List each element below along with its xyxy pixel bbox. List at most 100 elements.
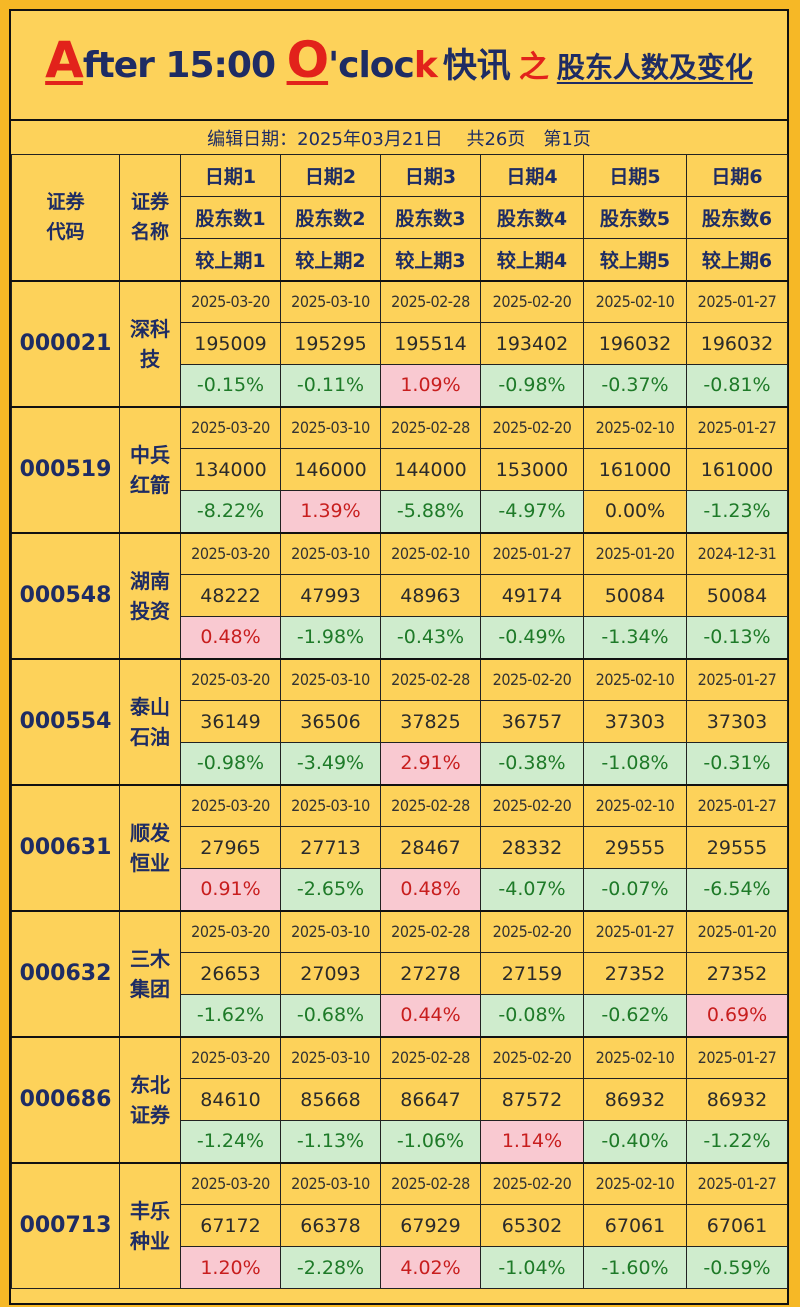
- change-percent: -0.43%: [380, 616, 481, 659]
- change-percent: -8.22%: [180, 490, 281, 533]
- holder-count: 48963: [380, 574, 481, 617]
- header-date: 日期3: [380, 154, 481, 197]
- header-holders: 股东数4: [480, 196, 584, 239]
- stock-code: 000554: [11, 657, 120, 785]
- header-change: 较上期6: [686, 238, 788, 281]
- stock-holders-row: 67172 66378 67929 65302 67061 67061: [12, 1204, 788, 1247]
- change-percent: -3.49%: [280, 742, 381, 785]
- stock-date-row: 000631 顺发 恒业 2025-03-20 2025-03-10 2025-02-2…: [11, 783, 788, 911]
- holder-count: 161000: [686, 448, 788, 491]
- change-percent: -0.13%: [686, 616, 788, 659]
- stock-code: 000548: [11, 531, 120, 659]
- report-date: 2025-03-20: [180, 657, 281, 701]
- holder-count: 50084: [583, 574, 687, 617]
- change-percent: -0.49%: [480, 616, 584, 659]
- change-percent: -1.23%: [686, 490, 788, 533]
- report-date: 2025-02-10: [583, 657, 687, 701]
- holder-count: 87572: [480, 1078, 584, 1121]
- change-percent: -0.40%: [583, 1120, 687, 1163]
- change-percent: -1.34%: [583, 616, 687, 659]
- stock-change-row: -0.15% -0.11% 1.09% -0.98% -0.37% -0.81%: [12, 364, 788, 407]
- holder-count: 86932: [686, 1078, 788, 1121]
- holder-count: 27965: [180, 826, 281, 869]
- holder-count: 67172: [180, 1204, 281, 1247]
- holder-count: 196032: [583, 322, 687, 365]
- stock-date-row: 000632 三木 集团 2025-03-20 2025-03-10 2025-02-2…: [11, 909, 788, 1037]
- holder-count: 48222: [180, 574, 281, 617]
- holder-count: 85668: [280, 1078, 381, 1121]
- stock-change-row: 1.20% -2.28% 4.02% -1.04% -1.60% -0.59%: [12, 1246, 788, 1289]
- holder-count: 27093: [280, 952, 381, 995]
- report-date: 2025-02-10: [583, 1035, 687, 1079]
- change-percent: 1.09%: [380, 364, 481, 407]
- stock-change-row: 0.48% -1.98% -0.43% -0.49% -1.34% -0.13%: [12, 616, 788, 659]
- change-percent: -0.68%: [280, 994, 381, 1037]
- holder-count: 36149: [180, 700, 281, 743]
- change-percent: -1.13%: [280, 1120, 381, 1163]
- report-date: 2025-02-10: [583, 783, 687, 827]
- report-date: 2025-01-27: [686, 783, 788, 827]
- title-letter-a: A: [45, 31, 84, 89]
- report-date: 2025-01-20: [686, 909, 788, 953]
- change-percent: 0.69%: [686, 994, 788, 1037]
- report-date: 2025-03-20: [180, 405, 281, 449]
- holder-count: 36757: [480, 700, 584, 743]
- stock-name: 泰山 石油: [119, 657, 181, 785]
- stock-change-row: -1.24% -1.13% -1.06% 1.14% -0.40% -1.22%: [12, 1120, 788, 1163]
- holder-count: 28467: [380, 826, 481, 869]
- title-letter-k: k: [413, 45, 438, 86]
- change-percent: -1.24%: [180, 1120, 281, 1163]
- report-date: 2025-03-20: [180, 279, 281, 323]
- title-clock: 'cloc: [328, 45, 415, 86]
- change-percent: 0.48%: [380, 868, 481, 911]
- report-date: 2025-02-10: [583, 1161, 687, 1205]
- report-date: 2025-03-10: [280, 405, 381, 449]
- holder-count: 196032: [686, 322, 788, 365]
- stock-code: 000631: [11, 783, 120, 911]
- header-holders: 股东数5: [583, 196, 687, 239]
- stock-code: 000632: [11, 909, 120, 1037]
- change-percent: -1.04%: [480, 1246, 584, 1289]
- change-percent: -2.65%: [280, 868, 381, 911]
- change-percent: 2.91%: [380, 742, 481, 785]
- holder-count: 146000: [280, 448, 381, 491]
- stock-code: 000686: [11, 1035, 120, 1163]
- holder-count: 65302: [480, 1204, 584, 1247]
- holder-count: 195009: [180, 322, 281, 365]
- stock-name-label: 东北 证券: [130, 1072, 170, 1127]
- change-percent: -0.31%: [686, 742, 788, 785]
- header-code-label: 证券 代码: [46, 191, 85, 244]
- holder-count: 36506: [280, 700, 381, 743]
- report-date: 2024-12-31: [686, 531, 788, 575]
- report-panel: After 15:00 O'clock 快讯之股东人数及变化 编辑日期：2025年…: [9, 9, 789, 1305]
- report-date: 2025-03-10: [280, 909, 381, 953]
- stock-date-row: 000548 湖南 投资 2025-03-20 2025-03-10 2025-02-1…: [11, 531, 788, 659]
- header-date: 日期4: [480, 154, 584, 197]
- change-percent: -0.07%: [583, 868, 687, 911]
- report-date: 2025-02-20: [480, 1035, 584, 1079]
- stock-name: 丰乐 种业: [119, 1161, 181, 1289]
- holder-count: 29555: [583, 826, 687, 869]
- title-letter-o: O: [286, 31, 330, 89]
- change-percent: -0.62%: [583, 994, 687, 1037]
- holder-count: 28332: [480, 826, 584, 869]
- holder-count: 84610: [180, 1078, 281, 1121]
- holder-count: 67929: [380, 1204, 481, 1247]
- report-date: 2025-01-27: [686, 405, 788, 449]
- stock-name-label: 中兵 红箭: [130, 442, 170, 497]
- page-title: After 15:00 O'clock 快讯之股东人数及变化: [11, 31, 787, 89]
- stock-holders-row: 134000 146000 144000 153000 161000 161000: [12, 448, 788, 491]
- change-percent: -0.37%: [583, 364, 687, 407]
- report-date: 2025-02-28: [380, 909, 481, 953]
- holder-count: 37825: [380, 700, 481, 743]
- stock-code: 000021: [11, 279, 120, 407]
- stock-change-row: -8.22% 1.39% -5.88% -4.97% 0.00% -1.23%: [12, 490, 788, 533]
- stock-name: 深科 技: [119, 279, 181, 407]
- holder-count: 27159: [480, 952, 584, 995]
- header-change: 较上期5: [583, 238, 687, 281]
- report-date: 2025-02-10: [380, 531, 481, 575]
- header-change: 较上期1: [180, 238, 281, 281]
- change-percent: -5.88%: [380, 490, 481, 533]
- change-percent: 1.20%: [180, 1246, 281, 1289]
- change-percent: -0.38%: [480, 742, 584, 785]
